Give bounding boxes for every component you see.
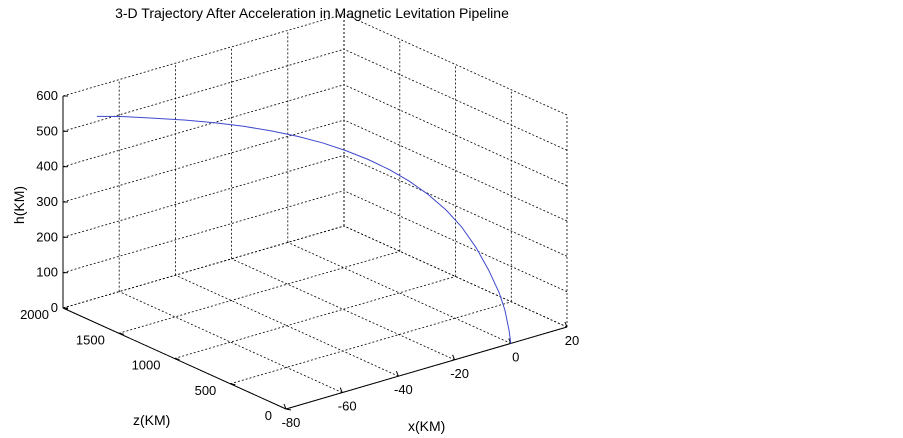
z-axis-label: z(KM) xyxy=(133,412,170,428)
grid-line xyxy=(62,48,345,132)
h-axis-label: h(KM) xyxy=(11,186,27,224)
x-axis-label: x(KM) xyxy=(408,418,445,434)
grid-line xyxy=(343,84,568,187)
x-tick-label: -80 xyxy=(282,415,301,430)
z-tick-mark xyxy=(118,332,124,335)
x-tick-label: 20 xyxy=(565,333,579,348)
x-tick-label: -40 xyxy=(394,382,413,397)
x-tick-mark xyxy=(395,371,399,377)
grid-line xyxy=(343,48,568,151)
x-tick-label: -60 xyxy=(338,399,357,414)
x-tick-mark xyxy=(452,354,456,360)
grid-line xyxy=(343,190,568,293)
grid-lines xyxy=(62,13,568,410)
h-tick-label: 500 xyxy=(36,123,58,138)
x-tick-mark xyxy=(339,387,343,393)
z-tick-label: 1000 xyxy=(132,358,161,373)
h-tick-label: 200 xyxy=(36,229,58,244)
chart-title: 3-D Trajectory After Acceleration in Mag… xyxy=(115,5,509,21)
h-tick-label: 400 xyxy=(36,159,58,174)
grid-line xyxy=(174,276,456,359)
z-tick-mark xyxy=(230,383,236,386)
x-tick-label: 0 xyxy=(512,349,519,364)
x-axis-line xyxy=(285,326,568,410)
h-tick-label: 100 xyxy=(36,265,58,280)
grid-line xyxy=(287,242,511,344)
grid-line xyxy=(118,250,400,334)
grid-line xyxy=(62,154,345,238)
h-tick-label: 0 xyxy=(51,300,58,315)
grid-line xyxy=(62,190,345,274)
trajectory-line xyxy=(96,115,512,344)
h-tick-label: 300 xyxy=(36,194,58,209)
grid-line xyxy=(343,154,568,257)
grid-line xyxy=(231,258,455,361)
z-tick-mark xyxy=(285,408,292,411)
grid-line xyxy=(230,301,512,385)
grid-line xyxy=(62,225,345,309)
axes-box xyxy=(62,95,568,411)
grid-line xyxy=(343,13,568,116)
h-tick-label: 600 xyxy=(36,88,58,103)
grid-line xyxy=(119,291,343,393)
z-tick-label: 1500 xyxy=(76,332,105,347)
z-tick-label: 0 xyxy=(265,408,272,423)
z-tick-label: 2000 xyxy=(20,307,49,322)
grid-line xyxy=(62,84,345,168)
grid-line xyxy=(343,119,568,222)
z-tick-mark xyxy=(174,358,180,360)
grid-line xyxy=(62,13,345,97)
z-tick-label: 500 xyxy=(195,383,217,398)
grid-line xyxy=(175,274,399,377)
x-tick-mark xyxy=(564,321,568,328)
series-lines xyxy=(96,115,512,344)
x-tick-label: -20 xyxy=(450,366,469,381)
grid-line xyxy=(343,225,568,328)
x-tick-mark xyxy=(283,403,287,410)
grid-line xyxy=(62,119,345,203)
